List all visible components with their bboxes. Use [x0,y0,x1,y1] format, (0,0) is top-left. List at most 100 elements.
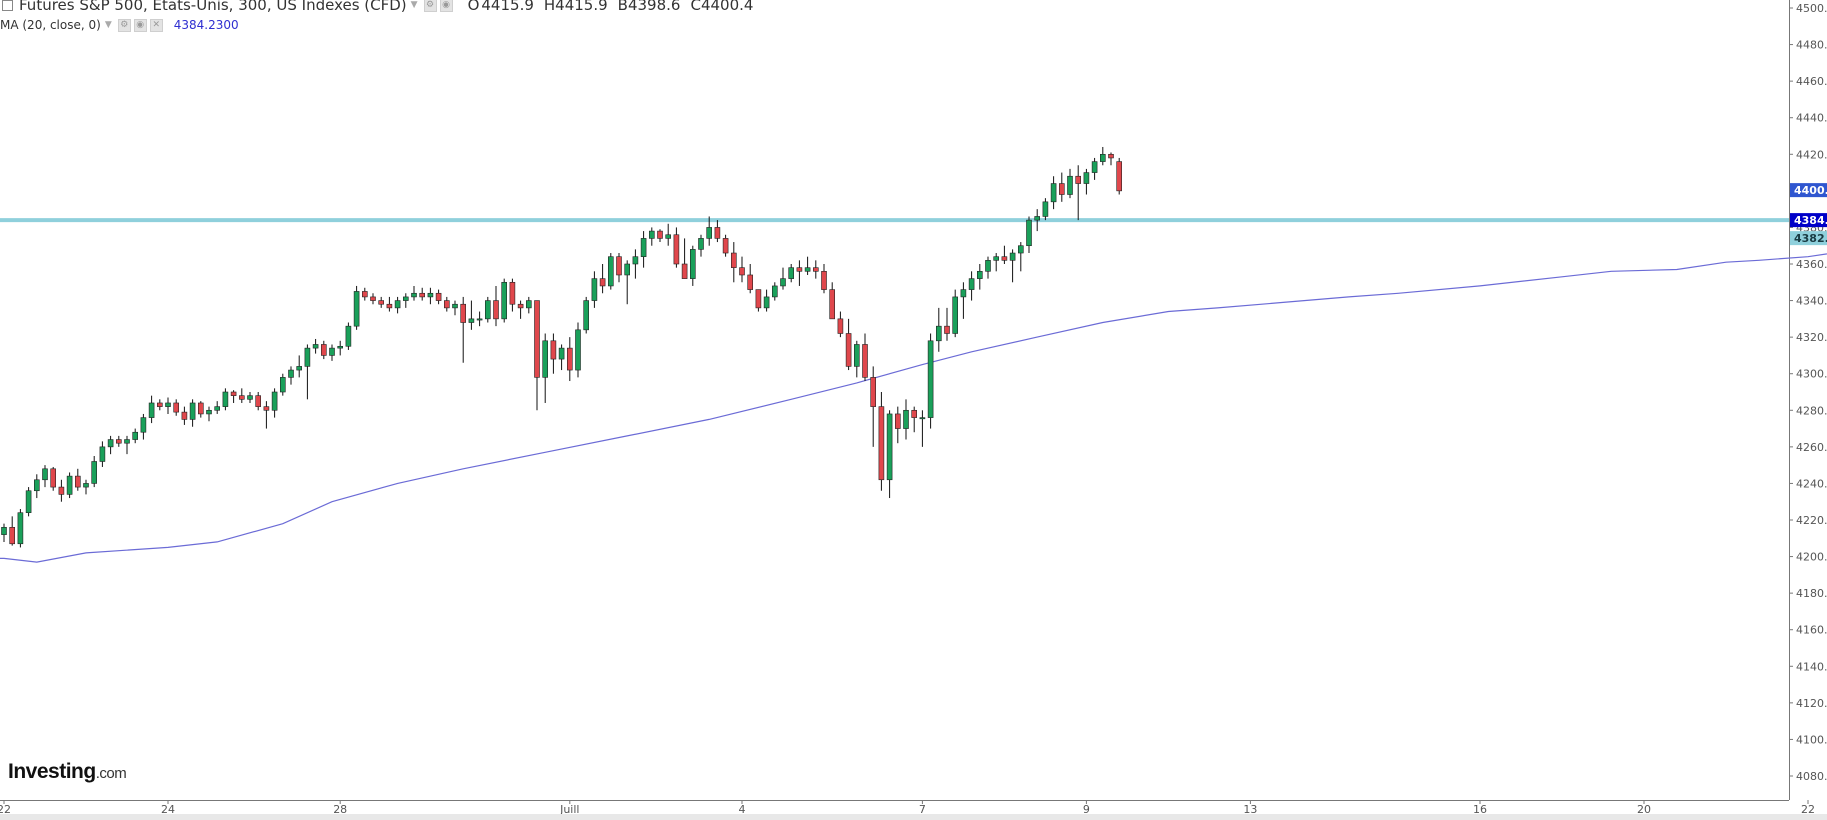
candle-down [829,289,836,320]
candle-down [493,300,499,320]
candle-up [525,300,532,309]
candle-down [550,340,557,360]
candle-down [181,411,188,420]
candle-up [394,300,401,309]
ma-indicator-label[interactable]: MA (20, close, 0) [0,18,101,32]
ohlc-low-value: 4398.6 [627,0,681,14]
x-tick-label: 28 [333,803,347,816]
settings-icon[interactable]: ⚙ [117,18,131,32]
candle-down [722,238,729,254]
x-tick-label: 20 [1637,803,1651,816]
candle-down [517,303,524,309]
candle-up [476,318,483,321]
x-tick-label: 22 [0,803,11,816]
candle-up [411,292,417,298]
candle-up [124,439,130,444]
y-tick-label: 4260.0 [1796,441,1827,454]
candle-up [1050,183,1057,203]
candle-up [919,417,926,420]
candle-down [944,325,950,334]
candle-down [370,296,376,301]
candle-down [566,347,573,371]
candle-up [189,402,196,420]
ohlc-high-label: H [543,0,556,14]
candle-down [239,395,245,400]
candle-up [83,483,89,488]
candle-up [345,325,352,347]
candle-up [648,230,655,239]
candle-up [607,256,614,287]
y-tick-label: 4320.0 [1796,331,1827,344]
candle-down [1116,161,1122,192]
candle-down [320,344,327,356]
y-tick-label: 4460.0 [1796,75,1827,88]
ohlc-close-value: 4400.4 [700,0,754,14]
candle-down [460,303,467,323]
candle-down [878,406,885,481]
candle-down [747,274,754,290]
candle-up [1034,216,1040,221]
candle-up [484,300,491,320]
candle-down [894,413,901,429]
y-tick-label: 4220.0 [1796,514,1827,527]
hline-price-tag-box [1790,231,1827,246]
candle-up [66,475,73,495]
y-tick-label: 4480.0 [1796,39,1827,52]
candle-up [886,413,893,481]
candle-up [214,406,220,411]
candle-up [558,347,565,360]
candle-down [173,402,179,413]
eye-icon[interactable]: ◉ [439,0,453,12]
candle-up [1009,252,1016,261]
candle-up [903,409,909,429]
x-tick-label: 4 [739,803,746,816]
candle-down [599,278,606,287]
x-tick-label: 7 [919,803,926,816]
candle-down [50,468,57,488]
candle-down [1075,175,1081,184]
logo-suffix: .com [95,765,127,782]
candle-down [263,406,270,411]
instrument-title[interactable]: Futures S&P 500, Etats-Unis, 300, US Ind… [19,0,407,14]
last-price-tag-box [1790,183,1827,198]
candle-down [157,402,163,407]
candle-up [976,271,983,279]
chart-legend: Futures S&P 500, Etats-Unis, 300, US Ind… [0,0,900,40]
candle-down [386,303,393,309]
candle-up [583,300,590,331]
ohlc-open-value: 4415.9 [481,0,534,14]
eye-icon[interactable]: ◉ [133,18,147,32]
y-tick-label: 4240.0 [1796,477,1827,490]
candle-down [534,300,540,378]
x-tick-label: 24 [161,803,175,816]
candle-down [616,256,622,276]
settings-icon[interactable]: ⚙ [423,0,437,12]
bottom-scrollbar[interactable] [0,814,1827,820]
y-tick-label: 4500.0 [1796,2,1827,15]
candle-down [730,252,737,268]
candle-up [271,391,278,411]
candle-down [116,439,122,444]
ma-price-tag-label: 4384.2 [1794,214,1827,227]
y-tick-label: 4300.0 [1796,368,1827,381]
candle-down [419,292,426,298]
candle-up [247,395,253,400]
candle-down [9,527,15,545]
candle-down [435,292,442,301]
candle-down [58,486,65,495]
chevron-down-icon[interactable]: ▼ [104,20,112,30]
collapse-icon[interactable] [2,0,13,11]
candle-down [75,475,81,488]
logo-brand: Investing [8,760,96,783]
candle-up [853,344,860,367]
close-icon[interactable]: ✕ [149,18,163,32]
y-tick-label: 4180.0 [1796,587,1827,600]
candle-down [862,344,868,378]
candle-up [165,402,171,407]
y-tick-label: 4340.0 [1796,295,1827,308]
candle-up [632,256,639,265]
chevron-down-icon[interactable]: ▼ [410,0,418,10]
candle-up [771,285,778,298]
candle-up [1,527,7,535]
